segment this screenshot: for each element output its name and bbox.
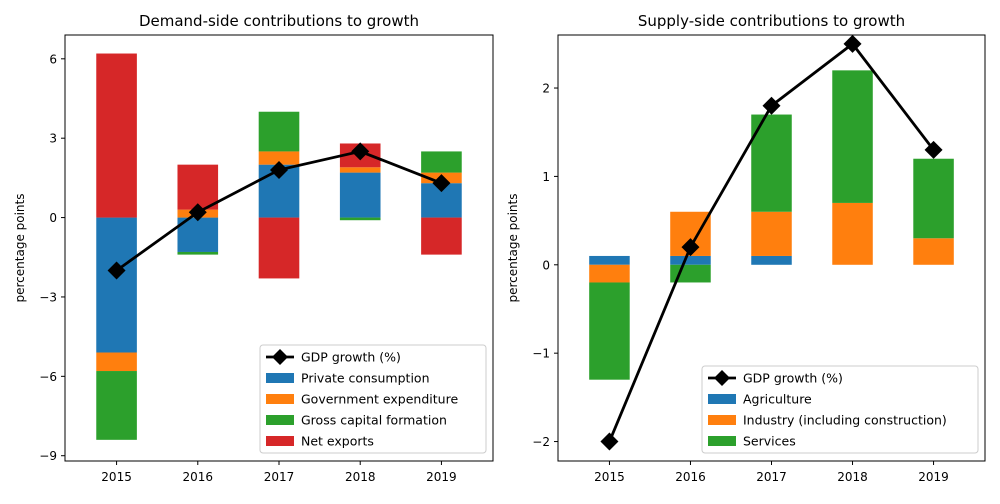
bar-gross-capital-formation-2015 <box>96 371 137 440</box>
plot-area-frame <box>557 34 986 462</box>
x-tick-label: 2018 <box>837 470 868 484</box>
gdp-growth-marker-2019 <box>924 140 943 159</box>
bar-net-exports-2017 <box>258 217 300 279</box>
legend-label: Gross capital formation <box>301 413 447 428</box>
legend-marker-swatch <box>714 370 730 386</box>
y-tick-label: −2 <box>532 435 550 449</box>
legend-label: Net exports <box>301 434 374 449</box>
x-tick-label: 2017 <box>264 470 295 484</box>
y-axis-label: percentage points <box>506 194 520 303</box>
bar-government-expenditure-2018 <box>339 167 381 173</box>
legend-swatch <box>266 394 294 404</box>
y-tick-label: 2 <box>542 82 550 96</box>
chart-title: Supply-side contributions to growth <box>638 12 905 30</box>
legend-marker-swatch <box>272 349 288 365</box>
bar-net-exports-2019 <box>421 217 462 255</box>
bar-agriculture-2016 <box>670 255 711 265</box>
gdp-growth-marker-2016 <box>188 203 207 222</box>
gdp-growth-marker-2015 <box>107 261 126 280</box>
legend: GDP growth (%) Private consumption Governm… <box>259 344 487 454</box>
legend-label: Government expenditure <box>301 392 458 407</box>
legend-label: Private consumption <box>301 371 430 386</box>
legend-label: GDP growth (%) <box>301 350 401 365</box>
bar-government-expenditure-2017 <box>258 151 300 165</box>
bar-government-expenditure-2015 <box>96 352 137 372</box>
x-tick-label: 2016 <box>183 470 214 484</box>
plot-area-frame <box>64 34 494 462</box>
legend-swatch <box>708 394 736 404</box>
bar-gross-capital-formation-2019 <box>421 151 462 173</box>
bar-gross-capital-formation-2016 <box>177 251 219 255</box>
bar-industry-including-construction--2017 <box>751 211 792 256</box>
gdp-growth-marker-2017 <box>270 160 288 179</box>
legend-swatch <box>266 373 294 383</box>
y-tick-label: −3 <box>39 290 57 304</box>
x-tick-label: 2016 <box>675 470 706 484</box>
legend-label: Agriculture <box>743 392 812 407</box>
bar-gross-capital-formation-2017 <box>258 111 300 152</box>
legend-box <box>259 344 487 454</box>
bar-private-consumption-2018 <box>339 172 381 218</box>
y-tick-label: −6 <box>39 370 57 384</box>
gdp-growth-marker-2018 <box>351 142 370 161</box>
supply-side-chart: Supply-side contributions to growth perce… <box>506 12 986 484</box>
legend-box <box>701 365 979 454</box>
gdp-growth-marker-2018 <box>843 34 862 53</box>
y-axis-label: percentage points <box>13 194 27 303</box>
x-tick-label: 2015 <box>594 470 625 484</box>
y-tick-label: 1 <box>542 170 550 184</box>
bar-net-exports-2016 <box>177 164 219 210</box>
legend-swatch <box>266 436 294 446</box>
bar-net-exports-2015 <box>96 53 137 218</box>
legend-swatch <box>708 415 736 425</box>
bar-industry-including-construction--2019 <box>913 238 954 265</box>
bar-industry-including-construction--2015 <box>589 264 630 283</box>
bar-services-2019 <box>913 158 954 239</box>
bar-gross-capital-formation-2018 <box>339 217 381 221</box>
demand-side-chart: Demand-side contributions to growth perce… <box>13 12 494 484</box>
x-tick-label: 2019 <box>426 470 457 484</box>
bar-services-2018 <box>832 70 873 203</box>
bar-agriculture-2015 <box>589 255 630 265</box>
gdp-growth-marker-2019 <box>432 174 451 193</box>
bar-services-2015 <box>589 282 630 380</box>
legend-swatch <box>266 415 294 425</box>
bar-agriculture-2017 <box>751 255 792 265</box>
y-tick-label: 0 <box>542 258 550 272</box>
x-tick-label: 2017 <box>756 470 787 484</box>
x-tick-label: 2018 <box>345 470 376 484</box>
bar-industry-including-construction--2018 <box>832 202 873 265</box>
legend-label: Services <box>743 434 796 449</box>
legend-label: GDP growth (%) <box>743 371 843 386</box>
legend: GDP growth (%) Agriculture Industry (inclu… <box>701 365 979 454</box>
x-tick-label: 2015 <box>101 470 132 484</box>
y-tick-label: −1 <box>532 347 550 361</box>
legend-label: Industry (including construction) <box>743 413 947 428</box>
y-tick-label: 0 <box>49 211 57 225</box>
bar-private-consumption-2015 <box>96 217 137 353</box>
y-tick-label: 3 <box>49 132 57 146</box>
y-tick-label: 6 <box>49 52 57 66</box>
gdp-growth-marker-2016 <box>681 238 700 257</box>
gdp-growth-marker-2015 <box>600 432 619 451</box>
x-tick-label: 2019 <box>918 470 949 484</box>
legend-swatch <box>708 436 736 446</box>
y-tick-label: −9 <box>39 449 57 463</box>
gdp-growth-marker-2017 <box>762 96 781 115</box>
chart-title: Demand-side contributions to growth <box>139 12 419 30</box>
